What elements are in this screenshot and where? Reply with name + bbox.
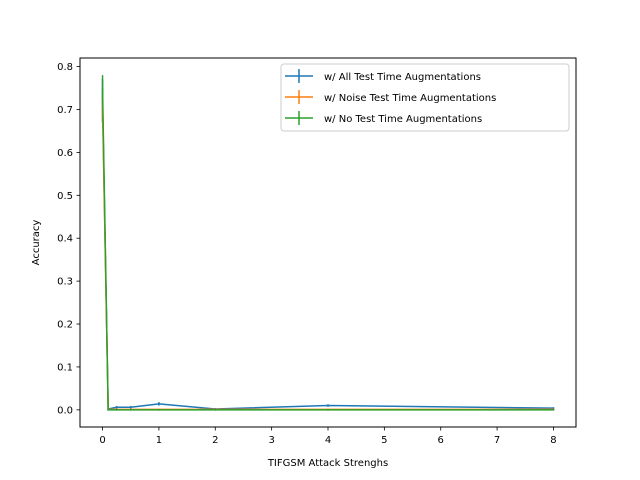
data-point xyxy=(107,408,110,411)
x-tick-label: 3 xyxy=(268,435,274,446)
data-point xyxy=(115,406,118,409)
legend-label: w/ All Test Time Augmentations xyxy=(324,72,481,83)
legend-box xyxy=(280,63,570,132)
legend-label: w/ No Test Time Augmentations xyxy=(324,114,482,125)
data-point xyxy=(115,408,118,411)
data-point xyxy=(129,408,132,411)
x-tick-label: 5 xyxy=(381,435,387,446)
legend-item: w/ No Test Time Augmentations xyxy=(285,111,482,125)
x-axis: 0 1 2 3 4 5 6 7 8 xyxy=(99,427,557,446)
x-tick-label: 0 xyxy=(99,435,105,446)
legend-item: w/ Noise Test Time Augmentations xyxy=(285,90,496,104)
y-axis-label: Accuracy xyxy=(31,220,42,266)
x-tick-label: 8 xyxy=(550,435,556,446)
series-line xyxy=(101,88,554,411)
data-point xyxy=(158,402,160,405)
y-tick-label: 0.6 xyxy=(57,148,73,159)
legend-label: w/ Noise Test Time Augmentations xyxy=(324,93,496,104)
data-point xyxy=(101,87,104,89)
x-tick-label: 6 xyxy=(438,435,444,446)
series-3 xyxy=(101,75,555,411)
x-tick-label: 4 xyxy=(325,435,331,446)
y-tick-label: 0.2 xyxy=(57,320,73,331)
data-point xyxy=(552,407,555,410)
x-tick-label: 7 xyxy=(494,435,500,446)
y-tick-label: 0.5 xyxy=(57,191,73,202)
y-tick-label: 0.4 xyxy=(57,234,73,245)
data-point xyxy=(552,408,555,411)
data-point xyxy=(129,406,132,409)
legend: w/ All Test Time Augmentations w/ Noise T… xyxy=(280,63,570,132)
legend-item: w/ All Test Time Augmentations xyxy=(285,69,481,83)
y-tick-label: 0.0 xyxy=(57,405,73,416)
y-tick-label: 0.3 xyxy=(57,277,73,288)
data-point xyxy=(158,408,160,411)
y-tick-label: 0.1 xyxy=(57,362,73,373)
data-point xyxy=(327,404,329,407)
series-layer xyxy=(101,75,555,411)
x-tick-label: 2 xyxy=(212,435,218,446)
y-axis: 0.0 0.1 0.2 0.3 0.4 0.5 0.6 0.7 0.8 xyxy=(57,62,80,416)
x-tick-label: 1 xyxy=(156,435,162,446)
y-tick-label: 0.8 xyxy=(57,62,73,73)
y-tick-label: 0.7 xyxy=(57,105,73,116)
data-point xyxy=(327,408,329,411)
data-point xyxy=(214,408,217,411)
x-axis-label: TIFGSM Attack Strenghs xyxy=(267,458,388,469)
